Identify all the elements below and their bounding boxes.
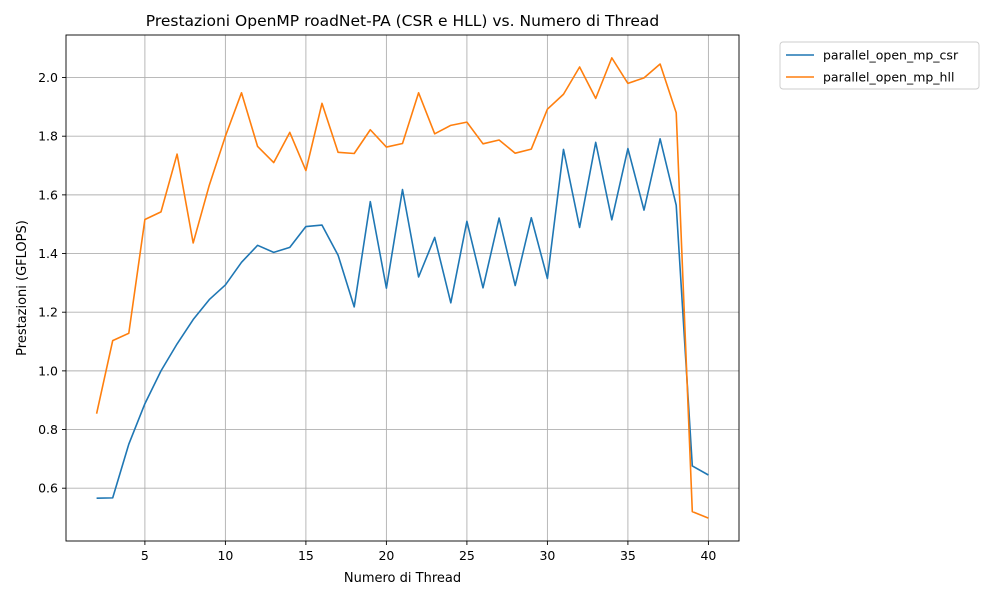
legend-label: parallel_open_mp_hll: [823, 70, 954, 85]
x-tick-label: 40: [700, 548, 716, 563]
x-tick-label: 20: [378, 548, 394, 563]
x-tick-label: 25: [459, 548, 475, 563]
chart-title: Prestazioni OpenMP roadNet-PA (CSR e HLL…: [146, 12, 660, 30]
y-tick-label: 0.6: [38, 481, 58, 496]
x-tick-label: 5: [141, 548, 149, 563]
y-tick-label: 1.2: [38, 305, 58, 320]
y-tick-label: 1.6: [38, 187, 58, 202]
y-tick-label: 0.8: [38, 422, 58, 437]
axis-ticks: 5 10 15 20 25 30 35 40 0.6 0.8 1.0 1.2 1.4 1.6 1.8 2.0: [38, 70, 716, 563]
legend: parallel_open_mp_csr parallel_open_mp_hll: [779, 41, 980, 90]
grid: [66, 35, 739, 541]
legend-box: [779, 41, 980, 90]
y-tick-label: 2.0: [38, 70, 58, 85]
x-axis-title: Numero di Thread: [344, 571, 461, 586]
series-line-parallel-open-mp-csr: [96, 138, 709, 499]
x-tick-label: 35: [620, 548, 636, 563]
x-tick-label: 10: [217, 548, 233, 563]
y-tick-label: 1.4: [38, 246, 58, 261]
y-tick-label: 1.0: [38, 363, 58, 378]
series-line-parallel-open-mp-hll: [95, 57, 709, 519]
legend-label: parallel_open_mp_csr: [823, 48, 959, 63]
series-group: [95, 57, 709, 519]
x-tick-label: 30: [539, 548, 555, 563]
x-tick-label: 15: [298, 548, 314, 563]
y-axis-title: Prestazioni (GFLOPS): [15, 220, 30, 356]
y-tick-label: 1.8: [38, 129, 58, 144]
plot-frame: [65, 34, 740, 542]
